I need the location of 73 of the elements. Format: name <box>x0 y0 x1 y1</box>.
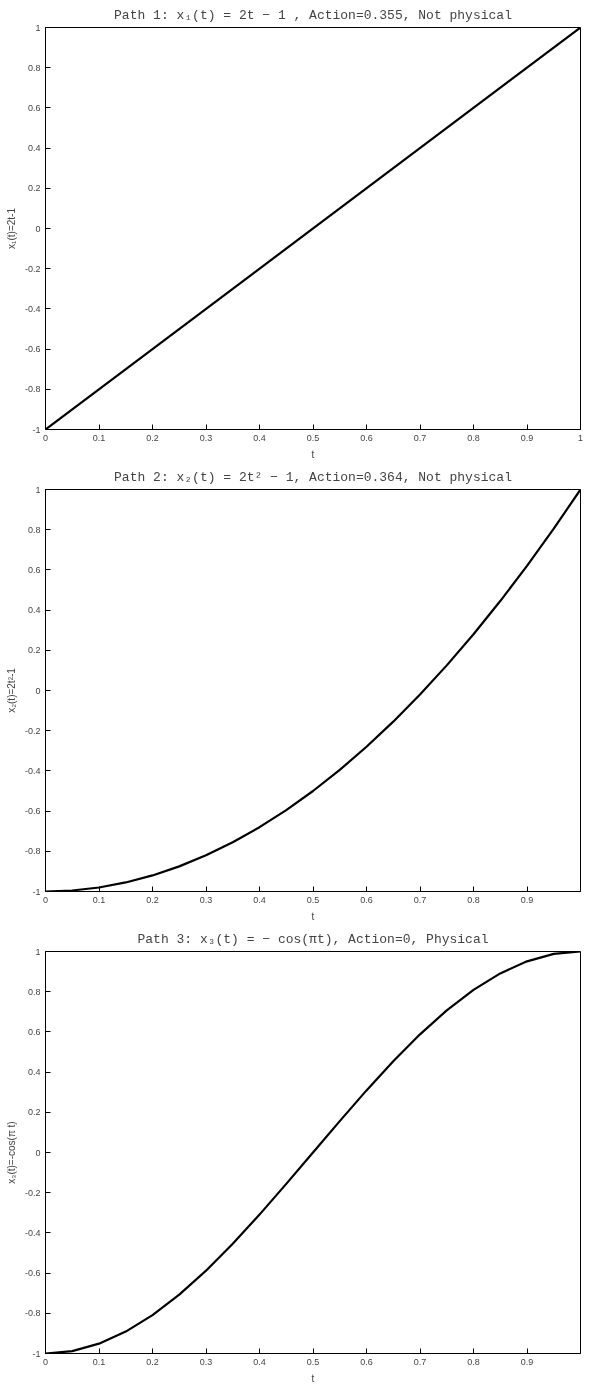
y-tick-label: 1 <box>35 22 41 33</box>
y-tick-label: -0.2 <box>24 725 41 736</box>
x-axis-title: t <box>311 448 315 460</box>
y-tick-label: -0.8 <box>24 846 41 857</box>
y-tick-label: 0.8 <box>27 986 41 997</box>
x-tick-label: 0.1 <box>92 894 106 905</box>
x-tick-label: 0.5 <box>306 1356 320 1367</box>
x-tick-label: 0 <box>43 432 49 443</box>
y-tick-label: -0.2 <box>24 263 41 274</box>
y-tick-label: 0.2 <box>27 645 41 656</box>
x-tick-label: 0.7 <box>413 432 427 443</box>
y-tick-label: -0.6 <box>24 806 41 817</box>
y-axis-title: x₃(t)=-cos(π t) <box>5 1121 17 1184</box>
x-tick-label: 0.1 <box>92 432 106 443</box>
chart-title: Path 3: x₃(t) = − cos(πt), Action=0, Physical <box>137 931 489 947</box>
x-axis-title: t <box>311 910 315 922</box>
x-tick-label: 0.6 <box>360 432 373 443</box>
y-tick-label: 0.8 <box>27 524 41 535</box>
y-tick-label: 0.4 <box>27 605 41 616</box>
x-tick-label: 0.8 <box>467 1356 480 1367</box>
x-tick-label: 0.2 <box>146 1356 159 1367</box>
x-tick-label: 0.3 <box>199 432 213 443</box>
y-tick-label: 0.2 <box>27 183 41 194</box>
x-tick-label: 0.7 <box>413 1356 427 1367</box>
x-tick-label: 0.2 <box>146 894 159 905</box>
y-tick-label: 0.4 <box>27 1067 41 1078</box>
y-tick-label: 0.8 <box>27 62 41 73</box>
x-tick-label: 0 <box>43 894 49 905</box>
chart-title: Path 1: x₁(t) = 2t − 1 , Action=0.355, Not physical <box>114 7 513 23</box>
chart-title: Path 2: x₂(t) = 2t² − 1, Action=0.364, Not physical <box>114 469 513 485</box>
y-tick-label: -0.8 <box>24 384 41 395</box>
x-tick-label: 0.8 <box>467 894 480 905</box>
x-tick-label: 0 <box>43 1356 49 1367</box>
y-tick-label: 1 <box>35 484 41 495</box>
x-tick-label: 0.9 <box>520 894 534 905</box>
y-tick-label: 0 <box>35 685 41 696</box>
y-tick-label: -1 <box>32 886 41 897</box>
y-tick-label: 0.2 <box>27 1107 41 1118</box>
x-tick-label: 0.3 <box>199 894 213 905</box>
x-tick-label: 0.6 <box>360 894 373 905</box>
x-tick-label: 0.2 <box>146 432 159 443</box>
y-tick-label: 0.6 <box>27 102 41 113</box>
x-tick-label: 0.7 <box>413 894 427 905</box>
y-tick-label: -0.4 <box>24 765 41 776</box>
y-axis-title: x₂(t)=2t²-1 <box>5 667 17 713</box>
x-tick-label: 0.5 <box>306 432 320 443</box>
y-tick-label: 0.6 <box>27 564 41 575</box>
y-tick-label: -0.8 <box>24 1308 41 1319</box>
y-tick-label: -1 <box>32 424 41 435</box>
x-tick-label: 0.3 <box>199 1356 213 1367</box>
x-tick-label: 0.5 <box>306 894 320 905</box>
y-tick-label: 0 <box>35 1147 41 1158</box>
y-tick-label: -0.4 <box>24 303 41 314</box>
x-tick-label: 0.4 <box>253 1356 266 1367</box>
y-tick-label: -0.2 <box>24 1187 41 1198</box>
y-tick-label: 0 <box>35 223 41 234</box>
y-tick-label: 1 <box>35 946 41 957</box>
y-axis-title: x₁(t)=2t-1 <box>5 207 17 249</box>
x-tick-label: 0.8 <box>467 432 480 443</box>
x-tick-label: 0.9 <box>520 1356 534 1367</box>
x-tick-label: 0.4 <box>253 432 266 443</box>
x-tick-label: 0.9 <box>520 432 534 443</box>
y-tick-label: -1 <box>32 1348 41 1359</box>
x-tick-label: 0.6 <box>360 1356 373 1367</box>
x-tick-label: 0.4 <box>253 894 266 905</box>
y-tick-label: 0.6 <box>27 1026 41 1037</box>
y-tick-label: 0.4 <box>27 143 41 154</box>
y-tick-label: -0.6 <box>24 344 41 355</box>
y-tick-label: -0.6 <box>24 1268 41 1279</box>
x-axis-title: t <box>311 1372 315 1384</box>
y-tick-label: -0.4 <box>24 1227 41 1238</box>
x-tick-label: 0.1 <box>92 1356 106 1367</box>
x-tick-label: 1 <box>578 432 584 443</box>
